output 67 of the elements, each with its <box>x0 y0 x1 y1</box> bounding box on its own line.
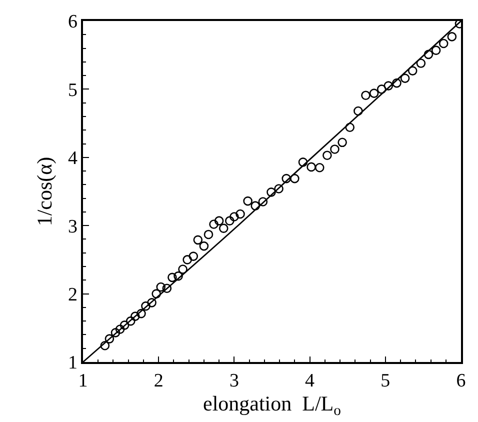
x-tick-label: 5 <box>380 370 390 392</box>
point <box>250 201 260 210</box>
point <box>431 46 441 55</box>
y-axis-title: 1/cos(α) <box>32 156 57 226</box>
point <box>258 197 268 206</box>
point <box>162 284 172 293</box>
point <box>152 289 161 298</box>
point <box>110 328 120 338</box>
point <box>174 271 183 281</box>
point <box>438 38 448 48</box>
x-tick-label: 6 <box>456 370 466 392</box>
point <box>447 32 457 42</box>
y-tick-label: 2 <box>68 284 78 306</box>
point <box>204 230 214 240</box>
point <box>290 174 300 184</box>
point <box>392 78 402 88</box>
point <box>156 282 166 292</box>
point <box>120 320 130 330</box>
y-tick-label: 4 <box>68 148 78 170</box>
point <box>354 106 363 116</box>
point <box>282 174 292 184</box>
x-tick-label: 2 <box>154 370 164 392</box>
point <box>408 66 418 76</box>
point <box>376 84 386 94</box>
point <box>400 74 410 83</box>
y-tick-label: 5 <box>68 80 78 101</box>
point <box>147 298 156 308</box>
point <box>338 138 347 148</box>
point <box>126 316 136 326</box>
point <box>345 122 355 132</box>
point <box>236 209 245 219</box>
point <box>199 241 209 251</box>
point <box>188 252 198 261</box>
point <box>416 58 426 68</box>
point <box>314 162 324 172</box>
point <box>136 308 146 318</box>
y-tick-label: 6 <box>68 12 78 33</box>
point <box>298 158 308 167</box>
point <box>104 334 114 344</box>
x-axis-title: elongation L/L$_{o}$ <box>203 392 341 419</box>
x-tick-label: 3 <box>229 370 239 392</box>
point <box>369 88 379 98</box>
point <box>361 90 370 100</box>
point <box>141 301 150 311</box>
x-tick-label: 4 <box>305 370 316 392</box>
point <box>214 216 224 226</box>
y-tick-label: 3 <box>68 216 78 238</box>
y-tick-label: 1 <box>68 352 78 374</box>
point <box>168 272 177 282</box>
point <box>209 220 218 229</box>
point <box>266 188 276 197</box>
point <box>225 216 234 226</box>
point <box>274 184 284 194</box>
point <box>100 340 110 350</box>
point <box>330 144 340 154</box>
point <box>243 196 252 206</box>
point <box>384 81 394 90</box>
point <box>424 50 434 60</box>
point <box>193 235 203 245</box>
point <box>130 312 140 321</box>
point <box>178 264 188 274</box>
point <box>182 255 192 264</box>
point <box>230 212 239 222</box>
point <box>322 150 332 160</box>
point <box>306 162 316 172</box>
point <box>115 324 125 334</box>
point <box>218 224 228 233</box>
